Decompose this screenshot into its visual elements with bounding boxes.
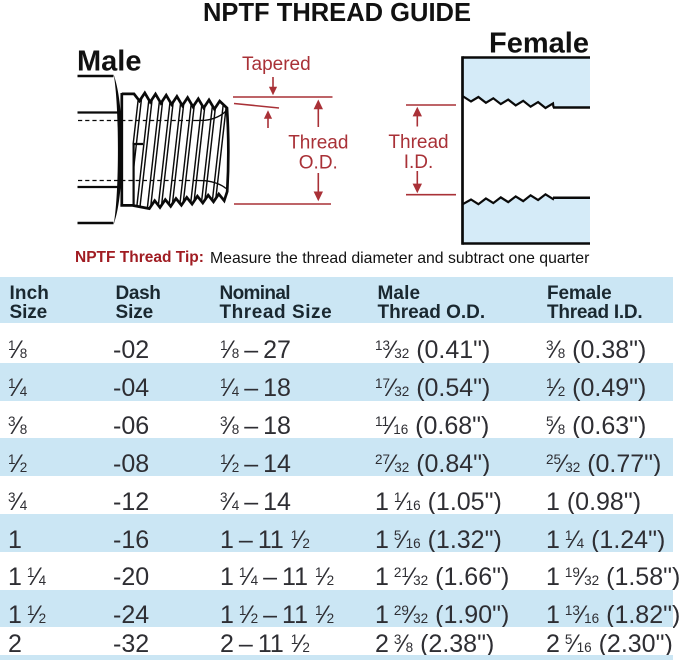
svg-text:Measure the thread diameter an: Measure the thread diameter and subtract…: [210, 250, 589, 267]
svg-text:Thread: Thread: [288, 132, 348, 153]
svg-text:O.D.: O.D.: [299, 153, 338, 174]
svg-text:Male: Male: [77, 45, 141, 77]
svg-text:Thread: Thread: [388, 132, 448, 153]
svg-text:Tapered: Tapered: [242, 54, 311, 75]
svg-text:Female: Female: [489, 27, 589, 59]
svg-text:NPTF Thread Tip:: NPTF Thread Tip:: [75, 249, 204, 266]
svg-text:NPTF THREAD GUIDE: NPTF THREAD GUIDE: [203, 0, 471, 27]
svg-text:I.D.: I.D.: [404, 152, 434, 173]
